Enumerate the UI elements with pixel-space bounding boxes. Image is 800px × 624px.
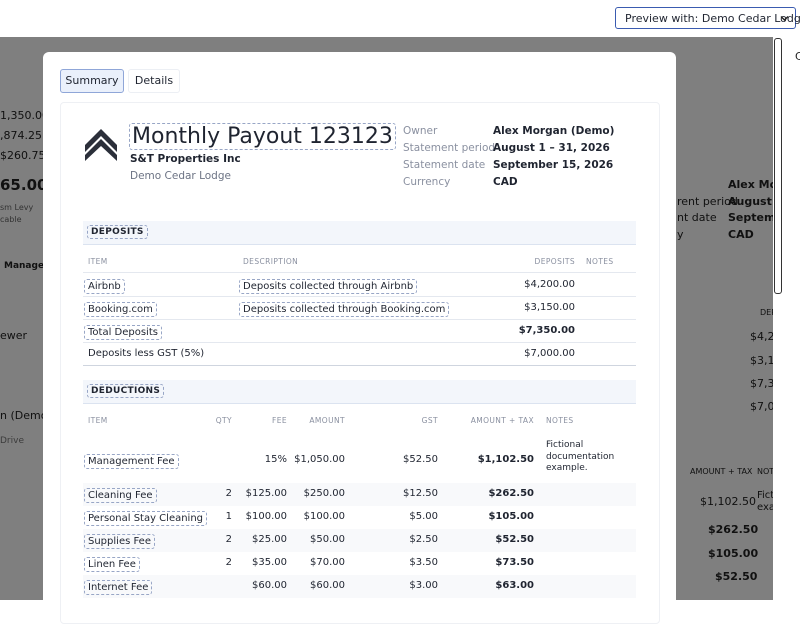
row-gst: $52.50 bbox=[403, 453, 438, 465]
row-divider bbox=[83, 319, 636, 320]
meta-label: Statement period bbox=[403, 142, 496, 154]
row-deposits: $7,350.00 bbox=[518, 325, 575, 336]
row-deposits: $4,200.00 bbox=[524, 279, 575, 290]
row-amount-tax: $73.50 bbox=[495, 557, 534, 568]
row-description: Deposits collected through Booking.com bbox=[239, 302, 450, 317]
row-notes: documentation bbox=[546, 451, 615, 462]
row-amount-tax: $52.50 bbox=[495, 534, 534, 545]
row-divider bbox=[83, 342, 636, 343]
meta-value: September 15, 2026 bbox=[493, 159, 614, 171]
row-deposits: $7,000.00 bbox=[524, 348, 575, 359]
meta-label: Statement date bbox=[403, 159, 486, 171]
top-bar: Preview with: Demo Cedar Lodge bbox=[0, 0, 800, 37]
row-gst: $3.00 bbox=[409, 580, 438, 591]
row-item: Internet Fee bbox=[84, 580, 153, 595]
row-item: Supplies Fee bbox=[84, 534, 155, 549]
row-qty: 2 bbox=[225, 488, 232, 499]
row-fee: $60.00 bbox=[252, 580, 287, 591]
row-fee: $100.00 bbox=[245, 511, 287, 522]
statement-title: Monthly Payout 123123 bbox=[129, 123, 396, 150]
row-gst: $12.50 bbox=[403, 488, 438, 499]
row-divider bbox=[83, 365, 636, 366]
row-amount: $60.00 bbox=[310, 580, 345, 591]
row-stripe bbox=[83, 483, 636, 506]
row-item: Cleaning Fee bbox=[84, 488, 157, 503]
preview-button[interactable]: Preview with: Demo Cedar Lodge bbox=[615, 7, 800, 29]
row-qty: 1 bbox=[225, 511, 232, 522]
column-header: DEPOSITS bbox=[534, 257, 575, 266]
row-item: Linen Fee bbox=[84, 557, 140, 572]
row-description: Deposits collected through Airbnb bbox=[239, 279, 418, 294]
row-deposits: $3,150.00 bbox=[524, 302, 575, 313]
row-stripe bbox=[83, 575, 636, 598]
meta-label: Currency bbox=[403, 176, 451, 188]
row-gst: $3.50 bbox=[409, 557, 438, 568]
chevron-icon bbox=[780, 16, 789, 21]
row-fee: 15% bbox=[264, 453, 287, 465]
property: Demo Cedar Lodge bbox=[130, 170, 231, 182]
row-amount-tax: $1,102.50 bbox=[477, 453, 534, 465]
row-notes: Fictional bbox=[546, 440, 584, 450]
row-stripe bbox=[83, 529, 636, 552]
section-title: DEPOSITS bbox=[87, 225, 148, 239]
column-header: DESCRIPTION bbox=[243, 257, 299, 266]
row-gst: $2.50 bbox=[409, 534, 438, 545]
row-divider bbox=[83, 296, 636, 297]
row-item: Total Deposits bbox=[84, 325, 162, 340]
column-header: FEE bbox=[272, 416, 287, 425]
row-amount: $100.00 bbox=[303, 511, 345, 522]
button-label: Preview with: Demo Cedar Lodge bbox=[625, 12, 800, 25]
row-amount: $70.00 bbox=[310, 557, 345, 568]
row-item: Deposits less GST (5%) bbox=[88, 348, 205, 359]
row-amount-tax: $63.00 bbox=[495, 580, 534, 591]
meta-value: CAD bbox=[493, 176, 518, 188]
section-header: DEDUCTIONS bbox=[83, 380, 636, 404]
row-item: Booking.com bbox=[84, 302, 157, 317]
row-fee: $125.00 bbox=[245, 488, 287, 499]
row-fee: $35.00 bbox=[252, 557, 287, 568]
tab-summary[interactable]: Summary bbox=[60, 69, 124, 93]
row-qty: 2 bbox=[225, 557, 232, 568]
column-header: NOTES bbox=[546, 416, 574, 425]
statement: Monthly Payout 123123 S&T Properties Inc… bbox=[60, 102, 660, 624]
row-fee: $25.00 bbox=[252, 534, 287, 545]
column-header: GST bbox=[421, 416, 438, 425]
modal: Summary Details Monthly Payout 123123 S&… bbox=[43, 52, 676, 624]
row-item: Management Fee bbox=[84, 453, 179, 469]
scrollbar[interactable] bbox=[774, 38, 782, 294]
column-header: ITEM bbox=[88, 416, 108, 425]
section-title: DEDUCTIONS bbox=[87, 384, 165, 398]
meta-label: Owner bbox=[403, 125, 438, 137]
company: S&T Properties Inc bbox=[130, 153, 241, 165]
logo bbox=[85, 129, 117, 161]
side-panel: C bbox=[773, 37, 800, 600]
column-header: QTY bbox=[215, 416, 232, 425]
row-amount: $1,050.00 bbox=[294, 453, 345, 465]
column-header: AMOUNT + TAX bbox=[470, 416, 534, 425]
tab-details[interactable]: Details bbox=[128, 69, 180, 93]
row-amount: $50.00 bbox=[310, 534, 345, 545]
row-gst: $5.00 bbox=[409, 511, 438, 522]
section-header: DEPOSITS bbox=[83, 221, 636, 245]
row-amount-tax: $105.00 bbox=[488, 511, 534, 522]
row-item: Personal Stay Cleaning bbox=[84, 511, 208, 526]
panel-text: C bbox=[795, 50, 800, 63]
column-header: ITEM bbox=[88, 257, 108, 266]
row-amount: $250.00 bbox=[303, 488, 345, 499]
column-header: AMOUNT bbox=[309, 416, 345, 425]
meta-value: Alex Morgan (Demo) bbox=[493, 125, 615, 137]
column-header: NOTES bbox=[586, 257, 614, 266]
row-qty: 2 bbox=[225, 534, 232, 545]
row-notes: example. bbox=[546, 463, 588, 473]
row-item: Airbnb bbox=[84, 279, 125, 294]
row-amount-tax: $262.50 bbox=[488, 488, 534, 499]
meta-value: August 1 – 31, 2026 bbox=[493, 142, 610, 154]
